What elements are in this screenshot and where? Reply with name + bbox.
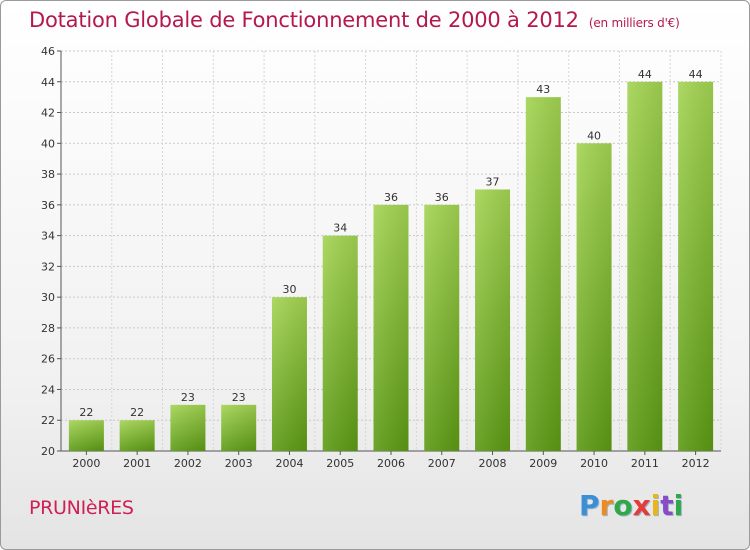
bar-shade <box>525 97 561 452</box>
axes: 20 22 24 26 28 30 32 34 36 38 40 42 44 46 2000 2001 2002… <box>41 45 721 470</box>
bar-shade <box>576 143 612 452</box>
y-tick-label: 30 <box>41 291 55 304</box>
bar-shade <box>627 81 663 452</box>
x-tick-label: 2012 <box>682 457 710 470</box>
data-label: 22 <box>79 406 93 419</box>
y-tick-label: 26 <box>41 353 55 366</box>
y-tick-label: 44 <box>41 76 55 89</box>
y-tick-label: 46 <box>41 45 55 58</box>
bars <box>68 81 714 452</box>
bar-shade <box>68 420 104 451</box>
x-tick-label: 2010 <box>580 457 608 470</box>
bar-shade <box>475 189 511 451</box>
x-tick-label: 2011 <box>631 457 659 470</box>
bar-shade <box>221 404 257 451</box>
data-label: 44 <box>689 68 703 81</box>
bar-shade <box>119 420 155 451</box>
bar-shade <box>373 204 409 451</box>
data-labels: 22 22 23 23 30 34 36 36 37 43 40 44 44 <box>79 68 702 419</box>
unit-label: (en milliers d'€) <box>588 16 680 30</box>
bar-shade <box>678 81 714 452</box>
data-label: 30 <box>282 283 296 296</box>
y-tick-label: 32 <box>41 260 55 273</box>
y-tick-label: 28 <box>41 322 55 335</box>
data-label: 36 <box>435 191 449 204</box>
chart-title: Dotation Globale de Fonctionnement de 20… <box>29 8 680 32</box>
bar-shade <box>424 204 460 451</box>
data-label: 22 <box>130 406 144 419</box>
data-label: 36 <box>384 191 398 204</box>
x-tick-label: 2006 <box>377 457 405 470</box>
y-tick-label: 38 <box>41 168 55 181</box>
x-tick-label: 2003 <box>225 457 253 470</box>
x-tick-label: 2002 <box>174 457 202 470</box>
data-label: 40 <box>587 129 601 142</box>
x-tick-label: 2000 <box>72 457 100 470</box>
data-label: 37 <box>486 175 500 188</box>
x-tick-label: 2009 <box>529 457 557 470</box>
bar-shade <box>271 297 307 451</box>
data-label: 44 <box>638 68 652 81</box>
commune-name: PRUNIèRES <box>29 497 134 519</box>
y-tick-label: 22 <box>41 414 55 427</box>
y-tick-label: 20 <box>41 445 55 458</box>
data-label: 34 <box>333 222 347 235</box>
title-text: Dotation Globale de Fonctionnement de 20… <box>29 8 579 32</box>
y-tick-label: 34 <box>41 230 55 243</box>
bar-shade <box>322 235 358 451</box>
x-tick-label: 2007 <box>428 457 456 470</box>
x-tick-label: 2005 <box>326 457 354 470</box>
y-tick-label: 40 <box>41 137 55 150</box>
x-tick-label: 2008 <box>479 457 507 470</box>
y-tick-label: 36 <box>41 199 55 212</box>
proxiti-logo[interactable]: Proxiti <box>579 489 684 522</box>
data-label: 43 <box>536 83 550 96</box>
x-tick-label: 2004 <box>275 457 303 470</box>
y-tick-label: 42 <box>41 107 55 120</box>
x-tick-label: 2001 <box>123 457 151 470</box>
data-label: 23 <box>232 391 246 404</box>
bar-shade <box>170 404 206 451</box>
y-tick-label: 24 <box>41 383 55 396</box>
data-label: 23 <box>181 391 195 404</box>
